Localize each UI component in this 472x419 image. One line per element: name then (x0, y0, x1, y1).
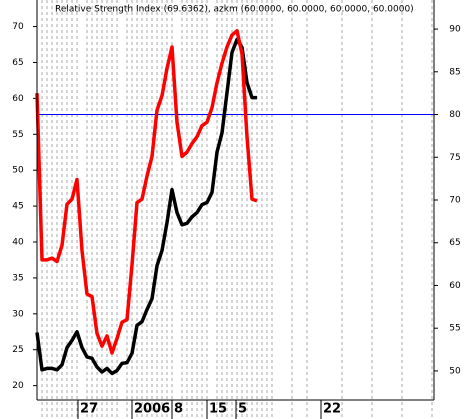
x-tick-label: 5 (238, 402, 247, 417)
y-tick-label: 45 (12, 202, 23, 212)
y2-tick-label: 70 (449, 196, 461, 206)
y-tick-label: 50 (12, 166, 24, 176)
y-tick-label: 35 (12, 273, 23, 283)
y-tick-label: 55 (12, 130, 23, 140)
y-tick-label: 20 (12, 381, 24, 391)
series-line (35, 37, 257, 376)
x-tick-label: 8 (174, 402, 183, 417)
x-tick-label: 22 (323, 402, 341, 417)
y-tick-label: 65 (12, 58, 23, 68)
y2-tick-label: 60 (449, 281, 461, 291)
chart-title: Relative Strength Index (69.6362), azkm … (55, 5, 414, 15)
y2-tick-label: 65 (449, 238, 460, 248)
x-tick-label: 15 (209, 402, 227, 417)
y-tick-label: 25 (12, 345, 23, 355)
y2-tick-label: 80 (449, 110, 461, 120)
y-tick-label: 70 (12, 22, 24, 32)
y2-tick-label: 85 (449, 67, 460, 77)
y-tick-label: 30 (12, 309, 24, 319)
series-line (35, 29, 258, 355)
y2-tick-label: 55 (449, 324, 460, 334)
y2-tick-label: 75 (449, 153, 460, 163)
y2-tick-label: 50 (449, 366, 461, 376)
y-tick-label: 60 (12, 94, 24, 104)
x-tick-label: 2006 (134, 402, 170, 417)
x-tick-label: 27 (80, 402, 98, 417)
y-tick-label: 40 (12, 238, 24, 248)
y2-tick-label: 90 (449, 25, 461, 35)
